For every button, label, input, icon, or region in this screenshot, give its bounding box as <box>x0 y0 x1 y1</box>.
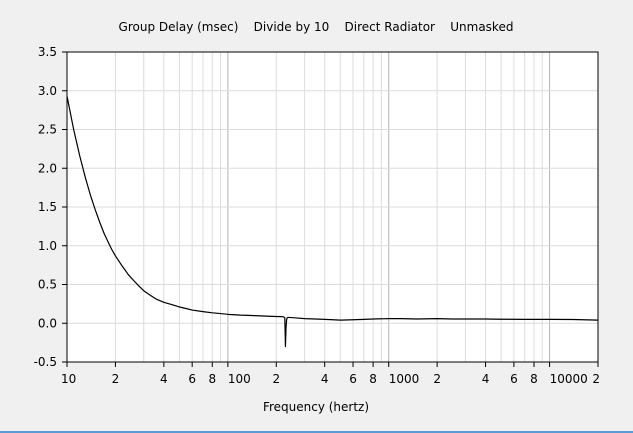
y-tick-label: 3.5 <box>38 45 57 59</box>
x-tick-label: 10000 <box>550 372 588 386</box>
x-tick-label: 2 <box>272 372 280 386</box>
x-tick-label: 4 <box>482 372 490 386</box>
x-tick-label: 6 <box>510 372 518 386</box>
x-axis-ticks: 10 2 4 6 8 100 2 4 6 8 1000 2 4 6 8 10000 2 <box>61 362 600 386</box>
chart-title: Group Delay (msec) Divide by 10 Direct R… <box>119 20 514 34</box>
y-axis-ticks: 3.5 3.0 2.5 2.0 1.5 1.0 0.5 0.0 -0.5 <box>34 45 67 369</box>
x-tick-label: 1000 <box>389 372 420 386</box>
x-tick-label: 2 <box>112 372 120 386</box>
y-tick-label: 2.5 <box>38 123 57 137</box>
y-tick-label: 1.5 <box>38 200 57 214</box>
x-tick-label: 4 <box>160 372 168 386</box>
y-tick-label: 1.0 <box>38 239 57 253</box>
grid-lines <box>67 52 598 362</box>
x-tick-label: 4 <box>321 372 329 386</box>
series-layer <box>66 96 599 348</box>
x-axis-label: Frequency (hertz) <box>263 400 369 414</box>
y-tick-label: -0.5 <box>34 355 57 369</box>
x-tick-label: 10 <box>61 372 76 386</box>
y-tick-label: 0.0 <box>38 316 57 330</box>
x-tick-label: 8 <box>530 372 538 386</box>
y-tick-label: 0.5 <box>38 278 57 292</box>
series-line-1 <box>66 96 599 348</box>
y-tick-label: 2.0 <box>38 161 57 175</box>
x-tick-label: 2 <box>592 372 600 386</box>
x-tick-label: 100 <box>228 372 251 386</box>
x-tick-label: 6 <box>349 372 357 386</box>
x-tick-label: 2 <box>433 372 441 386</box>
x-tick-label: 8 <box>369 372 377 386</box>
window-bottom-border <box>0 431 633 433</box>
y-tick-label: 3.0 <box>38 84 57 98</box>
x-tick-label: 6 <box>188 372 196 386</box>
x-tick-label: 8 <box>208 372 216 386</box>
